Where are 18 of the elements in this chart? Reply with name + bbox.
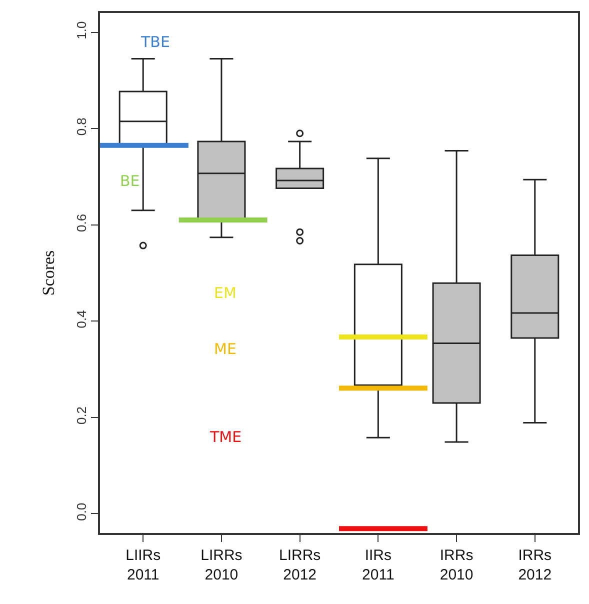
- y-tick-label: 0.2: [74, 406, 89, 425]
- y-tick-label: 0.8: [74, 118, 89, 136]
- ref-line-label: ME: [214, 340, 236, 358]
- x-tick-label: IRRs 2010: [440, 547, 474, 584]
- ref-line-label: TME: [209, 428, 242, 446]
- y-tick-label: 0.6: [74, 214, 89, 232]
- y-axis-title: Scores: [38, 250, 58, 296]
- ref-line-label: BE: [120, 172, 140, 190]
- x-tick-label: LIRRs 2010: [200, 547, 242, 584]
- x-tick-label: IIRs 2011: [362, 547, 394, 584]
- ref-line-label: TBE: [140, 33, 170, 51]
- y-tick-label: 0.0: [74, 502, 89, 521]
- ref-line-label: EM: [214, 284, 236, 302]
- x-tick-label: IRRs 2012: [518, 547, 552, 584]
- x-tick-label: LIIRs 2011: [126, 547, 161, 584]
- y-tick-label: 1.0: [74, 21, 89, 40]
- y-tick-label: 0.4: [74, 310, 89, 328]
- x-tick-label: LIRRs 2012: [278, 547, 321, 584]
